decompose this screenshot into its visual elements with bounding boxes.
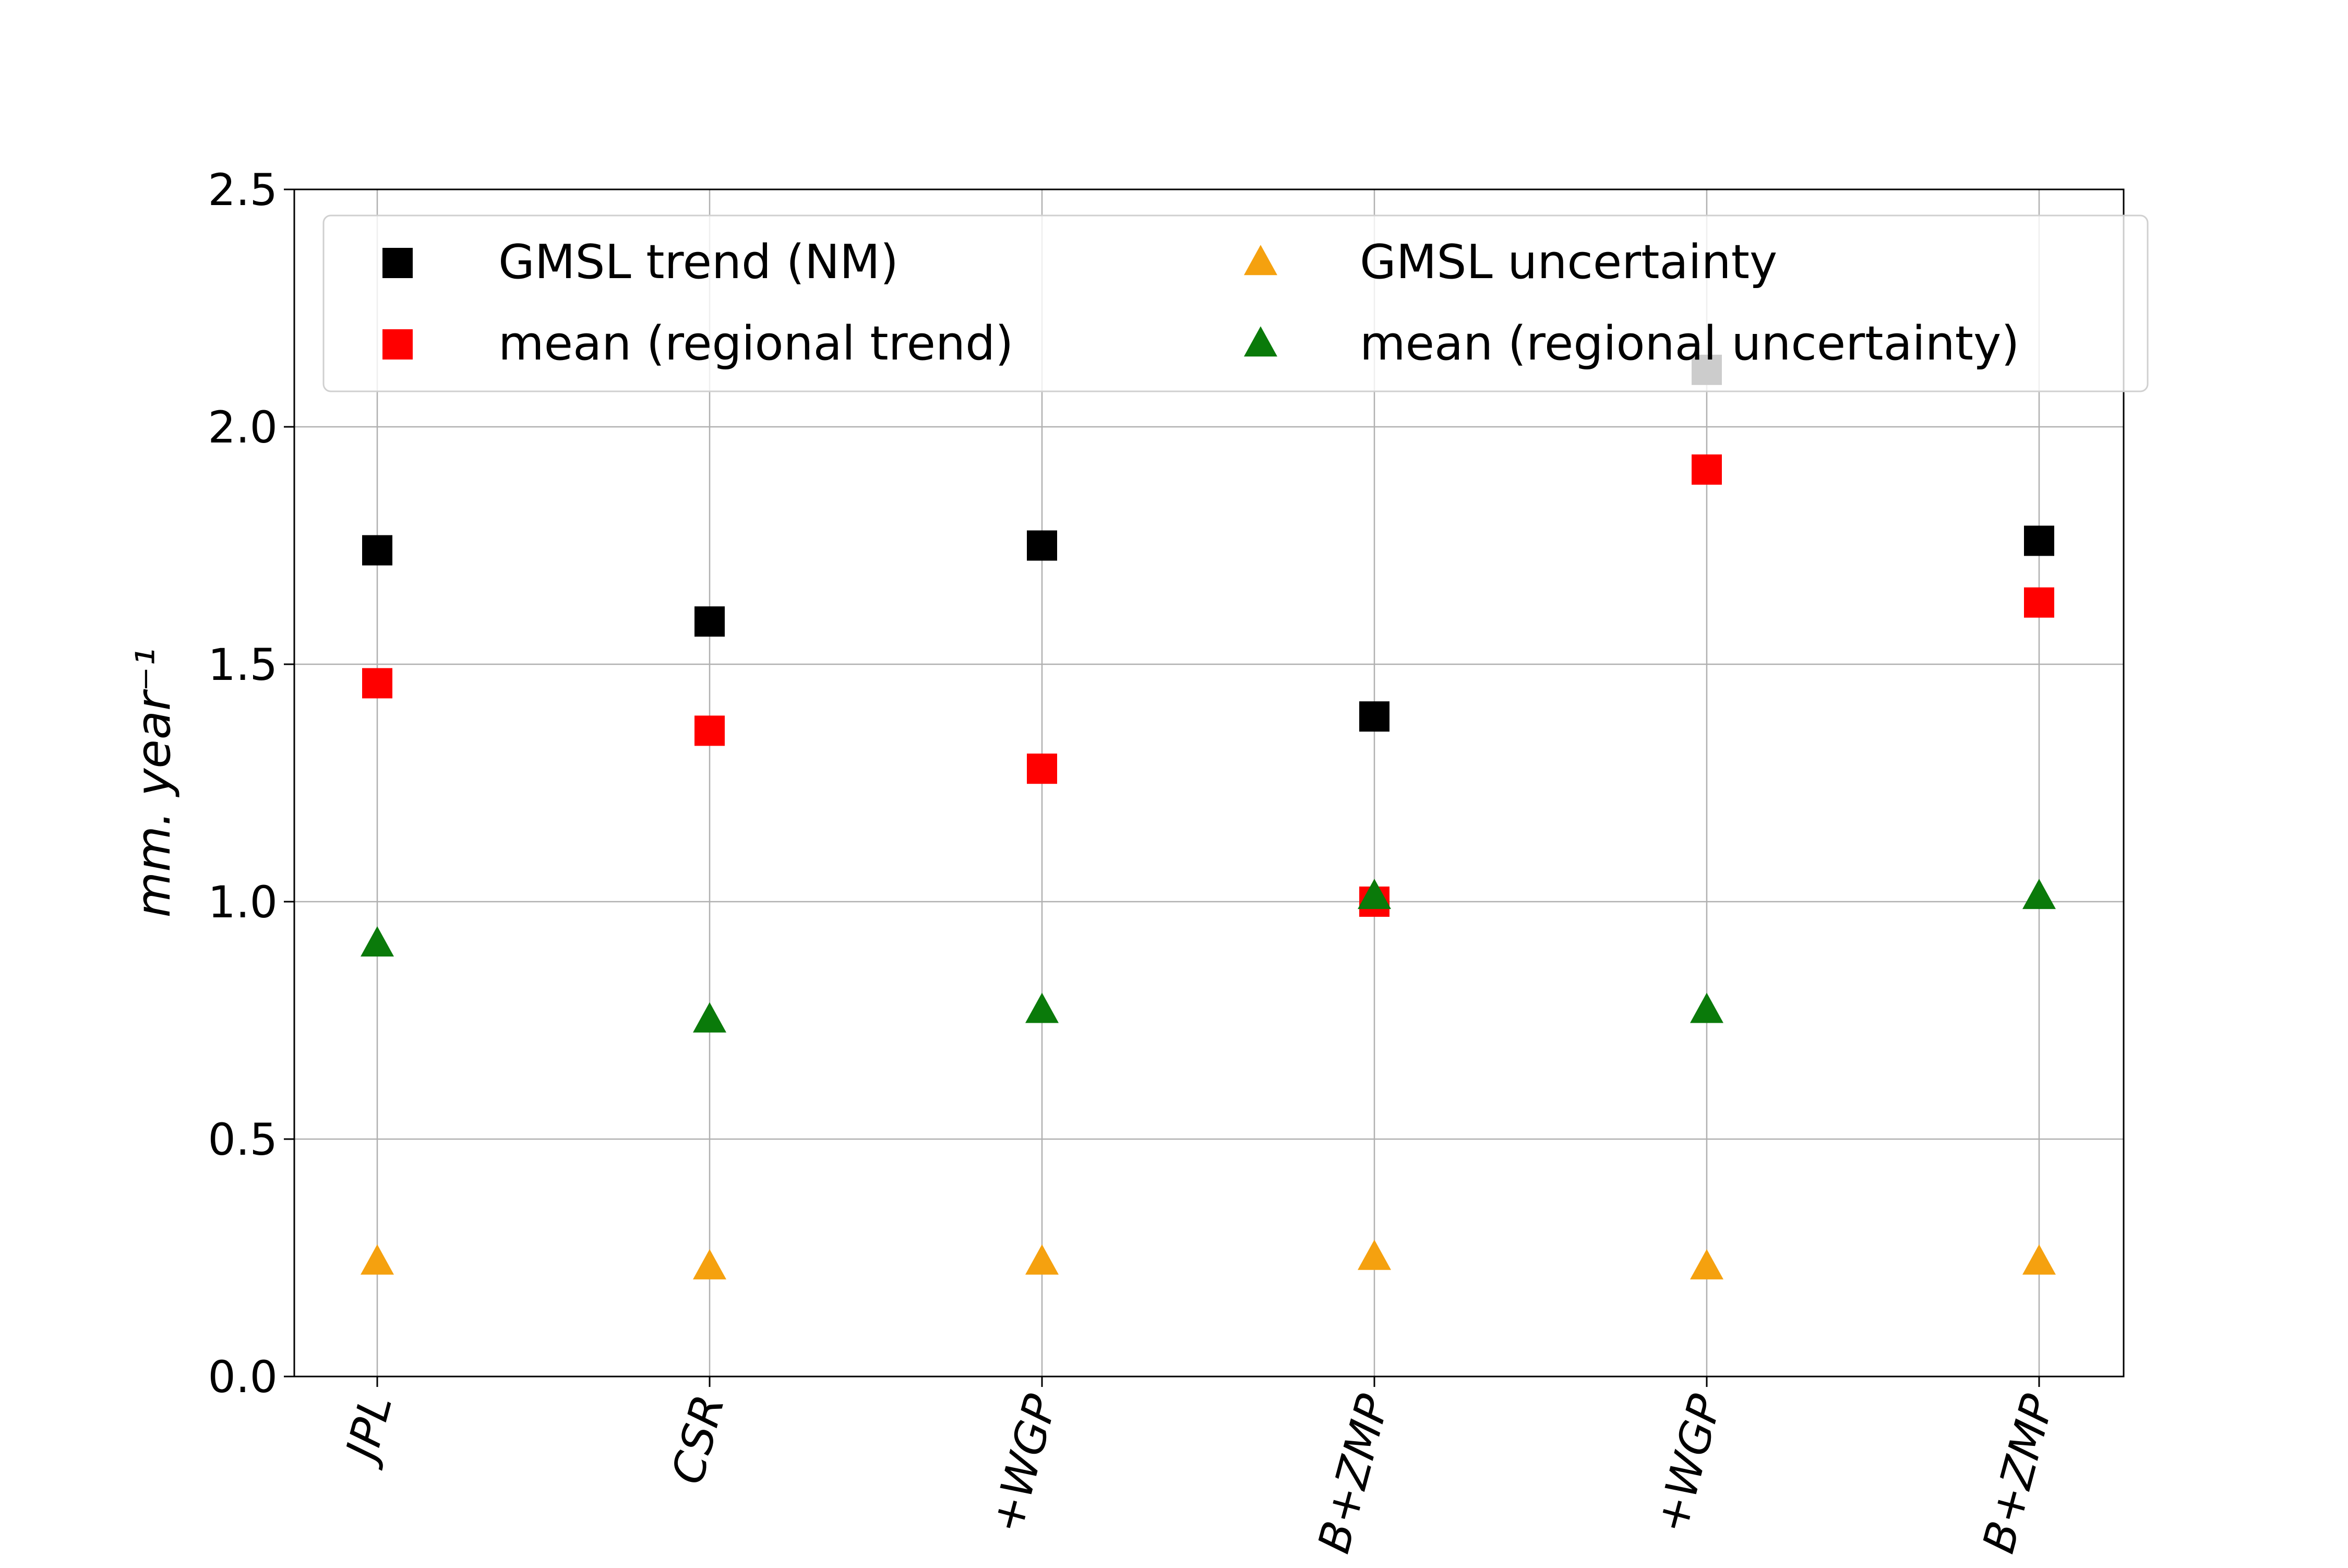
data-point-triangle xyxy=(1690,992,1723,1023)
legend-marker-square xyxy=(382,329,413,360)
data-point-square xyxy=(1027,530,1057,561)
data-point-triangle xyxy=(1025,992,1059,1023)
data-point-triangle xyxy=(361,1244,394,1275)
data-point-square xyxy=(694,606,725,637)
data-point-square xyxy=(1027,753,1057,784)
data-point-triangle xyxy=(2022,879,2056,909)
y-tick-label: 1.0 xyxy=(208,877,278,928)
data-point-triangle xyxy=(1690,1249,1723,1279)
data-point-square xyxy=(694,715,725,746)
y-axis-label: mm. year⁻¹ xyxy=(126,648,181,918)
x-tick-label: +WGP xyxy=(1646,1389,1731,1538)
x-axis: JPL CSR +WGP B+ZMP +WGP B+ZMP xyxy=(334,1377,2064,1558)
data-point-triangle xyxy=(1358,879,1391,909)
legend-marker-square xyxy=(382,248,413,278)
legend-label: mean (regional uncertainty) xyxy=(1360,316,2019,371)
data-point-square xyxy=(2024,587,2054,618)
data-point-triangle xyxy=(693,1002,726,1033)
plot-frame xyxy=(293,188,2125,1378)
data-point-square xyxy=(1692,454,1722,485)
data-point-square xyxy=(2024,525,2054,556)
y-tick-label: 2.5 xyxy=(208,164,278,216)
data-point-triangle xyxy=(361,926,394,957)
legend-label: GMSL trend (NM) xyxy=(498,235,899,290)
data-point-square xyxy=(1359,701,1389,732)
legend-marker-triangle xyxy=(1244,326,1277,357)
legend-box xyxy=(322,214,2149,392)
x-tick-label: B+ZMP xyxy=(1308,1389,1399,1558)
legend: GMSL trend (NM) mean (regional trend) GMSL… xyxy=(322,214,2149,392)
y-tick-label: 2.0 xyxy=(208,402,278,453)
y-tick-label: 0.0 xyxy=(208,1351,278,1403)
data-marks xyxy=(361,354,2056,1279)
y-axis: 0.0 0.5 1.0 1.5 2.0 2.5 xyxy=(208,164,294,1403)
data-point-triangle xyxy=(1025,1244,1059,1275)
x-tick-label: JPL xyxy=(334,1390,402,1471)
data-point-triangle xyxy=(693,1249,726,1279)
x-tick-label: CSR xyxy=(662,1390,734,1489)
data-point-square xyxy=(362,668,392,699)
data-point-square xyxy=(362,535,392,566)
x-tick-label: +WGP xyxy=(981,1389,1067,1538)
x-tick-label: B+ZMP xyxy=(1973,1389,2064,1558)
legend-label: mean (regional trend) xyxy=(498,316,1013,371)
data-point-triangle xyxy=(2022,1244,2056,1275)
y-tick-label: 0.5 xyxy=(208,1114,278,1165)
legend-label: GMSL uncertainty xyxy=(1360,235,1777,290)
data-point-triangle xyxy=(1358,1239,1391,1270)
legend-marker-triangle xyxy=(1244,245,1277,276)
y-tick-label: 1.5 xyxy=(208,639,278,690)
